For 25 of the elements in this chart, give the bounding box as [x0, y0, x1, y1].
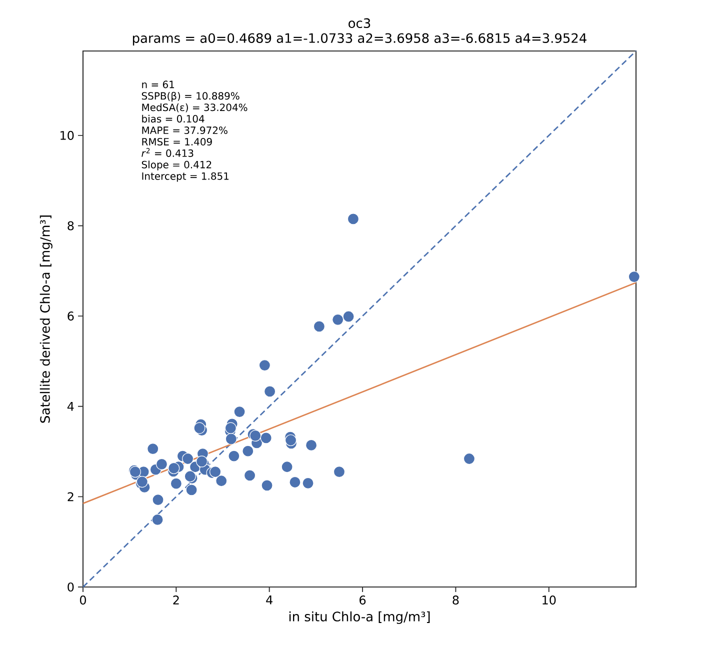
annotation: r$^{2}$ = 0.413 [142, 148, 194, 157]
annotation: bias = 0.104 [142, 114, 204, 123]
chart-title: oc3 [348, 18, 370, 28]
y-tick-label: 4 [67, 402, 74, 411]
y-tick-label: 0 [68, 582, 74, 592]
x-tick-label: 4 [266, 596, 272, 604]
x-tick-label: 8 [452, 596, 459, 605]
annotation: MAPE = 37.972% [142, 126, 228, 134]
x-tick-label: 2 [173, 596, 179, 604]
annotation: n = 61 [142, 80, 174, 88]
annotation: RMSE = 1.409 [142, 138, 212, 146]
annotation: MedSA(ε) = 33.204% [142, 103, 248, 112]
x-tick-label: 0 [80, 596, 86, 605]
y-tick-label: 6 [68, 312, 74, 321]
y-axis-title: Satellite derived Chlo-a [mg/m³] [40, 216, 52, 423]
chart-subtitle: params = a0=0.4689 a1=-1.0733 a2=3.6958 a3=-6.6815 a4=3.9524 [132, 33, 586, 46]
y-tick-label: 2 [68, 492, 74, 502]
y-tick-label: 8 [68, 221, 74, 230]
annotation: Intercept = 1.851 [142, 172, 229, 182]
x-tick-label: 10 [542, 596, 556, 605]
annotation: SSPB(β) = 10.889% [142, 92, 240, 102]
x-axis-title: in situ Chlo-a [mg/m³] [289, 611, 430, 624]
annotation: Slope = 0.412 [142, 160, 212, 170]
x-tick-label: 6 [360, 596, 366, 605]
y-tick-label: 10 [60, 130, 74, 140]
